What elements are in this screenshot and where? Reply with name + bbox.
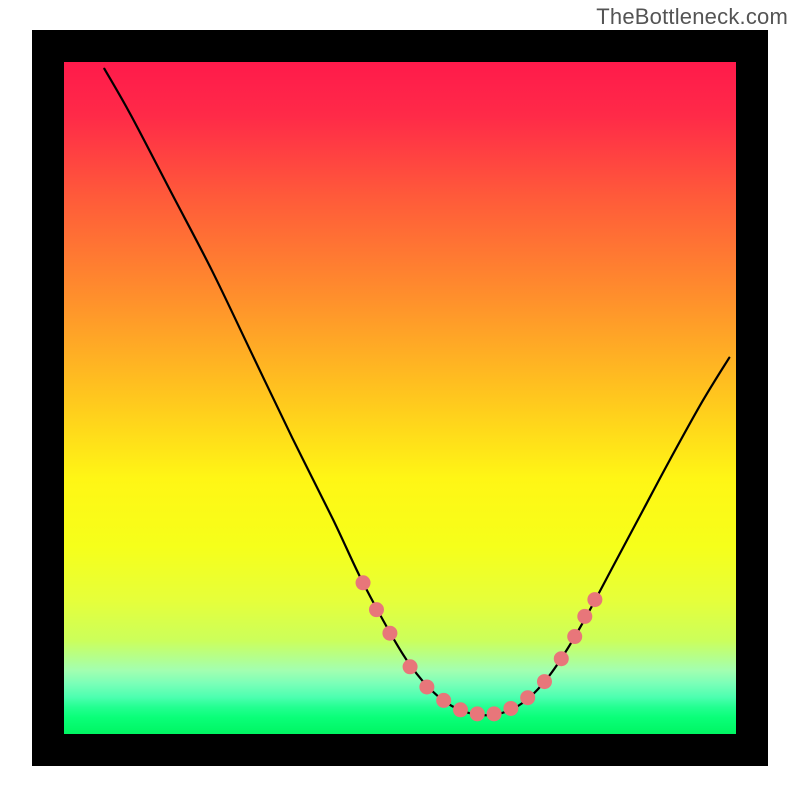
curve-marker [487, 706, 502, 721]
curve-marker [453, 702, 468, 717]
curve-marker [382, 626, 397, 641]
curve-marker [503, 701, 518, 716]
curve-marker [356, 575, 371, 590]
curve-marker [567, 629, 582, 644]
curve-marker [587, 592, 602, 607]
watermark-text: TheBottleneck.com [596, 4, 788, 30]
curve-marker [470, 706, 485, 721]
curve-marker [577, 609, 592, 624]
curve-marker [520, 690, 535, 705]
curve-marker [419, 679, 434, 694]
bottleneck-chart [0, 30, 800, 800]
curve-marker [554, 651, 569, 666]
plot-gradient-bg [64, 62, 736, 734]
curve-marker [537, 674, 552, 689]
curve-marker [436, 693, 451, 708]
curve-marker [403, 659, 418, 674]
curve-marker [369, 602, 384, 617]
